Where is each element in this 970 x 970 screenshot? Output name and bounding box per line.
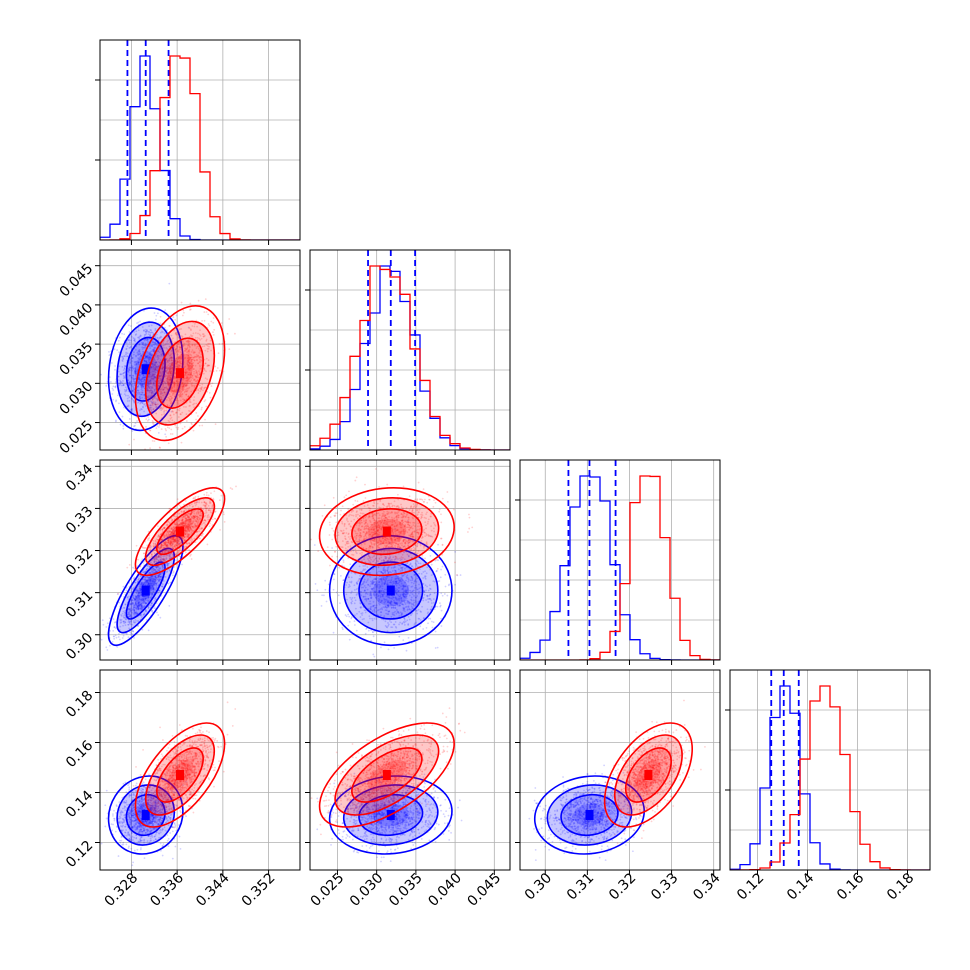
density-peak — [141, 810, 150, 820]
panel-3-1: 0.025 0.030 0.035 0.040 0.045 — [305, 669, 511, 910]
density-peak — [141, 364, 150, 375]
x-tick-label: 0.025 — [308, 870, 348, 910]
y-tick-label: 0.16 — [63, 737, 96, 770]
density-peak — [141, 585, 150, 596]
y-tick-label: 0.035 — [57, 339, 97, 379]
density-peak — [176, 770, 184, 780]
contour-series-0 — [107, 534, 184, 647]
y-tick-label: 0.040 — [57, 300, 97, 340]
panel-0-0 — [95, 39, 301, 245]
x-tick-label: 0.18 — [884, 870, 917, 903]
contour-series-0 — [107, 775, 184, 855]
x-tick-label: 0.14 — [784, 870, 817, 903]
scatter-series-0 — [313, 520, 462, 658]
panel-2-2 — [515, 459, 721, 665]
panel-2-1 — [305, 459, 511, 665]
x-tick-label: 0.045 — [465, 870, 505, 910]
x-tick-label: 0.16 — [834, 870, 867, 903]
x-tick-label: 0.32 — [606, 870, 639, 903]
panel-3-3: 0.12 0.14 0.16 0.18 — [725, 669, 931, 903]
y-tick-label: 0.045 — [57, 261, 97, 301]
panel-1-1 — [305, 249, 511, 455]
contour-series-1 — [318, 722, 455, 828]
contour-series-1 — [134, 486, 226, 577]
y-tick-label: 0.14 — [63, 787, 96, 820]
panel-frame — [519, 459, 721, 661]
density-peak — [176, 368, 184, 379]
x-tick-label: 0.30 — [522, 870, 555, 903]
panel-frame — [99, 669, 301, 871]
panel-2-0: 0.30 0.31 0.32 0.33 0.34 — [63, 459, 301, 665]
y-tick-label: 0.32 — [63, 546, 96, 579]
y-tick-label: 0.12 — [63, 838, 96, 871]
density-peak — [644, 770, 653, 780]
panel-3-0: 0.12 0.14 0.16 0.18 0.328 0.336 0.344 0.352 — [63, 669, 301, 910]
panel-frame — [309, 459, 511, 661]
density-peak — [585, 810, 594, 820]
density-peak — [382, 526, 391, 537]
panel-frame — [99, 459, 301, 661]
y-tick-label: 0.18 — [63, 688, 96, 721]
contour-series-1 — [318, 486, 455, 577]
x-tick-label: 0.344 — [193, 870, 233, 910]
panel-3-2: 0.30 0.31 0.32 0.33 0.34 — [515, 669, 724, 903]
y-tick-label: 0.34 — [63, 461, 96, 494]
x-tick-label: 0.12 — [734, 870, 767, 903]
x-tick-label: 0.34 — [690, 870, 723, 903]
panel-frame — [519, 669, 721, 871]
contour-series-1 — [134, 722, 226, 828]
y-tick-label: 0.33 — [63, 503, 96, 536]
y-tick-label: 0.31 — [63, 588, 96, 621]
x-tick-label: 0.328 — [102, 870, 142, 910]
x-tick-label: 0.31 — [564, 870, 597, 903]
x-tick-label: 0.336 — [147, 870, 187, 910]
density-peak — [382, 770, 391, 780]
histogram-series-0 — [100, 55, 300, 240]
x-tick-label: 0.352 — [239, 870, 279, 910]
contour-series-1 — [134, 305, 226, 442]
x-tick-label: 0.030 — [347, 870, 387, 910]
panel-frame — [99, 249, 301, 451]
histogram-series-1 — [310, 265, 510, 450]
contour-series-1 — [603, 722, 694, 828]
y-tick-label: 0.30 — [63, 630, 96, 663]
density-peak — [386, 585, 395, 596]
y-tick-label: 0.025 — [57, 418, 97, 458]
x-tick-label: 0.040 — [425, 870, 465, 910]
panel-frame — [99, 39, 301, 241]
contour-series-0 — [533, 775, 646, 855]
histogram-series-0 — [730, 685, 930, 870]
y-tick-label: 0.030 — [57, 378, 97, 418]
histogram-series-0 — [520, 475, 720, 660]
x-tick-label: 0.33 — [648, 870, 681, 903]
x-tick-label: 0.035 — [386, 870, 426, 910]
panel-frame — [729, 669, 931, 871]
panel-frame — [309, 249, 511, 451]
density-peak — [176, 526, 184, 537]
panel-frame — [309, 669, 511, 871]
scatter-series-0 — [316, 764, 463, 863]
